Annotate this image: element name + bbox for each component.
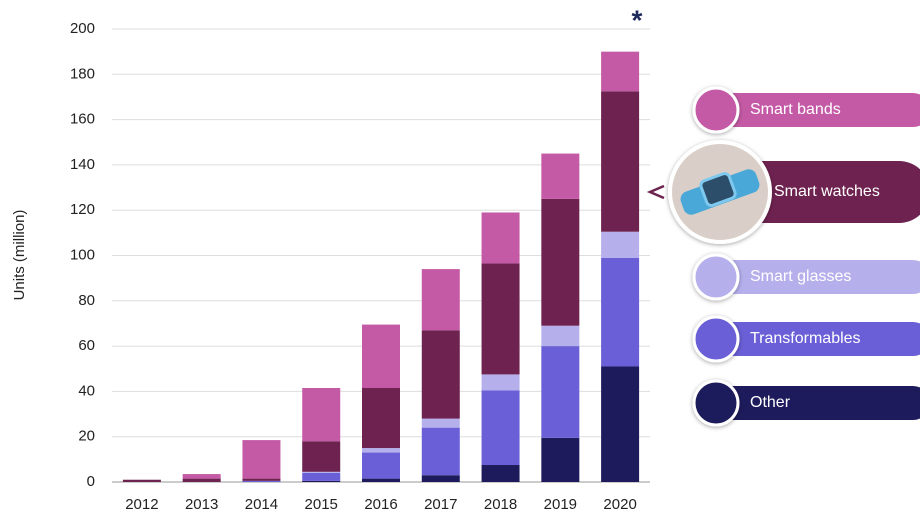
y-tick-label: 80 [78,292,95,309]
legend-pill [716,260,920,294]
y-tick-label: 200 [70,20,95,37]
bar-segment [421,269,460,331]
legend-swatch [692,315,740,363]
bar-segment [362,324,400,389]
x-tick-label: 2018 [484,496,517,513]
bar-segment [302,441,341,472]
bar-segment [122,479,161,482]
legend-label: Smart bands [750,101,841,118]
legend-pill [716,322,920,356]
bar-segment [421,427,460,476]
x-tick-label: 2016 [364,496,397,513]
bar-segment [421,330,460,419]
y-axis-label: Units (million) [11,210,28,301]
bar-segment [242,480,281,482]
legend-label: Smart glasses [750,268,851,285]
bar-segment [601,257,640,367]
x-tick-label: 2017 [424,496,457,513]
y-tick-label: 60 [78,337,95,354]
y-tick-label: 180 [70,65,95,82]
y-tick-label: 160 [70,111,95,128]
y-tick-label: 40 [78,382,95,399]
bar-segment [541,346,580,438]
legend-swatch [692,379,740,427]
bar-segment [541,153,580,199]
bar-segment [362,388,400,449]
bar-segment [541,325,580,347]
y-tick-label: 100 [70,246,95,263]
bar-segment [421,475,460,482]
x-tick-label: 2015 [305,496,338,513]
bar-segment [362,478,400,482]
y-tick-label: 0 [87,473,95,490]
bar-segment [182,478,221,482]
x-tick-label: 2019 [544,496,577,513]
bar-segment [481,212,520,264]
x-tick-label: 2013 [185,496,218,513]
bar-segment [242,478,281,481]
bar-segment [302,471,341,473]
bar-segment [541,198,580,326]
legend-label: Other [750,394,791,411]
x-tick-label: 2012 [125,496,158,513]
watch-face [699,172,737,207]
x-tick-label: 2014 [245,496,278,513]
x-tick-label: 2020 [603,496,636,513]
legend-label: Smart watches [774,183,880,200]
bar-segment [182,474,221,479]
bar-segment [601,91,640,232]
bar-segment [481,465,520,482]
bar-segment [481,374,520,391]
bar-segment [601,366,640,482]
y-tick-label: 20 [78,428,95,445]
bar-segment [362,452,400,479]
bar-segment [541,437,580,482]
annotation: * [632,4,643,35]
bar-segment [302,388,341,442]
y-tick-label: 120 [70,201,95,218]
bar-segment [302,472,341,481]
bar-segment [302,480,341,482]
legend-pill [716,386,920,420]
y-tick-label: 140 [70,156,95,173]
pointer [646,184,665,200]
bar-segment [481,390,520,466]
legend-swatch [692,86,740,134]
legend-label: Transformables [750,330,861,347]
bar-segment [601,231,640,258]
legend-pill [716,93,920,127]
bar-segment [601,51,640,92]
bar-segment [362,448,400,453]
bar-segment [481,263,520,375]
bar-segment [421,418,460,428]
bar-segment [242,440,281,479]
legend-swatch [692,253,740,301]
legend-pill [720,161,920,223]
